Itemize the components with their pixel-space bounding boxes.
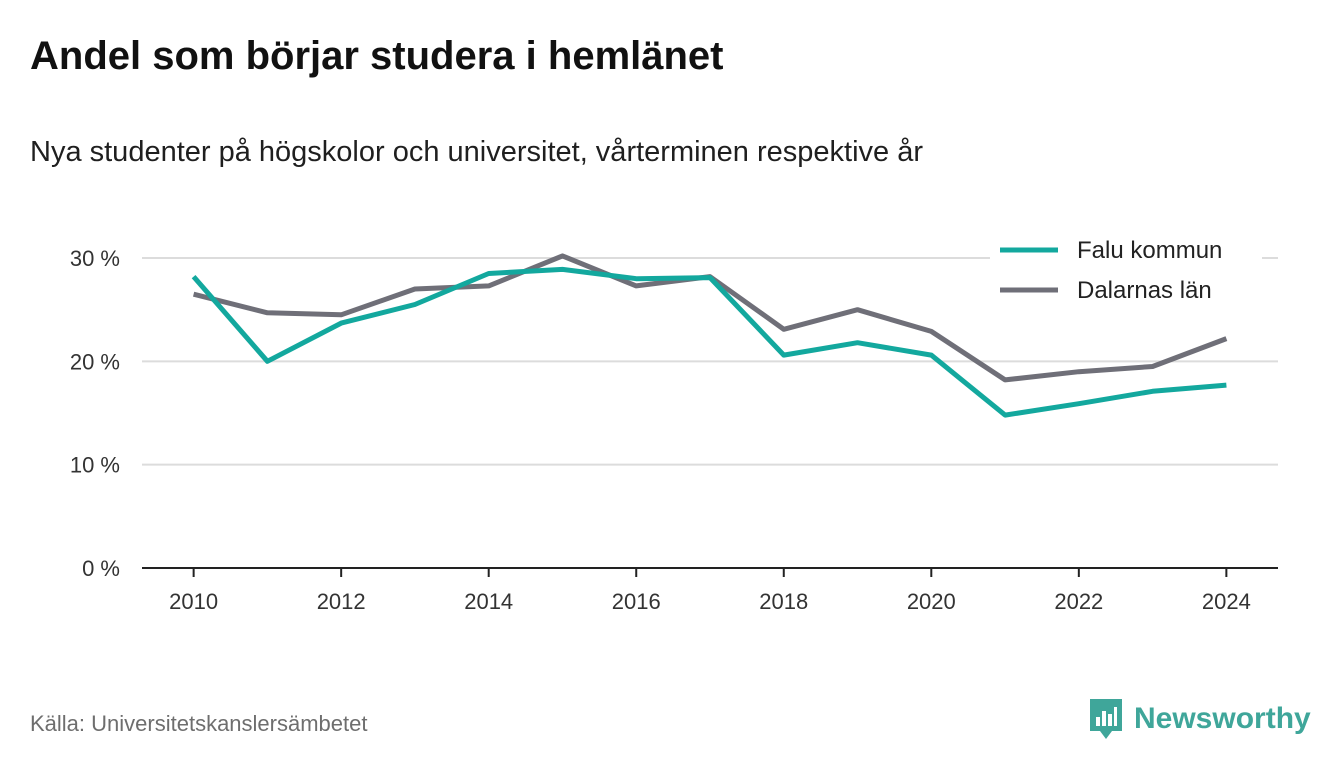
legend-label: Dalarnas län xyxy=(1077,277,1212,304)
y-tick-label: 30 % xyxy=(70,246,120,271)
x-tick-label: 2018 xyxy=(759,589,808,614)
chart-subtitle: Nya studenter på högskolor och universit… xyxy=(30,136,923,168)
x-tick-label: 2024 xyxy=(1202,589,1251,614)
x-tick-label: 2014 xyxy=(464,589,513,614)
legend-background xyxy=(990,232,1262,312)
legend-label: Falu kommun xyxy=(1077,237,1222,264)
x-axis-ticks: 2010 2012 2014 2016 2018 2020 2022 2024 xyxy=(169,568,1251,614)
y-tick-label: 0 % xyxy=(82,556,120,581)
y-tick-label: 10 % xyxy=(70,453,120,478)
x-tick-label: 2010 xyxy=(169,589,218,614)
brand-logo: Newsworthy xyxy=(1088,697,1311,741)
x-tick-label: 2022 xyxy=(1054,589,1103,614)
x-tick-label: 2020 xyxy=(907,589,956,614)
y-tick-label: 20 % xyxy=(70,349,120,374)
chart-title: Andel som börjar studera i hemlänet xyxy=(30,34,724,78)
bar-chart-speech-bubble-icon xyxy=(1090,699,1122,739)
brand-name: Newsworthy xyxy=(1134,702,1311,735)
source-note: Källa: Universitetskanslersämbetet xyxy=(30,711,368,736)
series-lines xyxy=(191,253,1228,418)
legend: Falu kommun Dalarnas län xyxy=(990,232,1262,312)
x-tick-label: 2016 xyxy=(612,589,661,614)
y-axis-ticks: 0 % 10 % 20 % 30 % xyxy=(70,246,120,581)
series-line-falu-kommun xyxy=(191,266,1227,418)
x-tick-label: 2012 xyxy=(317,589,366,614)
